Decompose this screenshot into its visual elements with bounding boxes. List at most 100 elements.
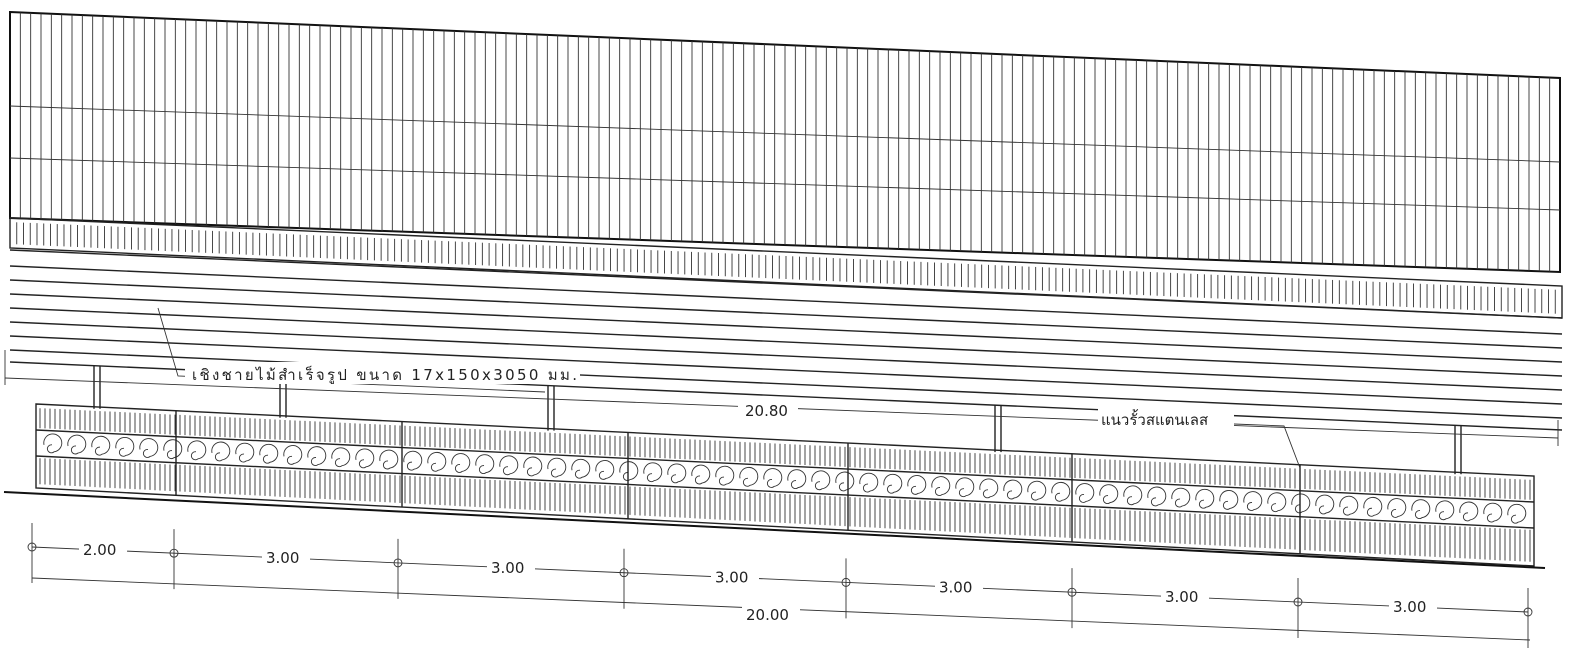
fence-scroll	[259, 443, 279, 464]
fence-scroll	[235, 442, 255, 463]
fence-scroll	[451, 453, 471, 473]
fence-scroll	[547, 457, 567, 478]
fence-scroll	[643, 462, 663, 483]
fence-scroll	[907, 475, 927, 495]
fence-scroll	[163, 439, 183, 460]
fence-scroll	[43, 433, 63, 454]
fascia-board-line	[9, 265, 1563, 335]
fence-scroll	[523, 456, 543, 477]
dimension-segment-label: 3.00	[939, 578, 972, 596]
fence-scroll	[211, 441, 231, 462]
total-length-label: 20.00	[746, 606, 789, 624]
dimension-segment-label: 3.00	[266, 549, 299, 567]
fence-scroll	[187, 440, 207, 461]
total-dimension: 20.00	[31, 577, 1531, 641]
fascia-board-line	[9, 307, 1563, 377]
dimension-label-bg	[79, 539, 127, 560]
fence-scroll	[499, 455, 519, 476]
dimension-segment-label: 3.00	[491, 559, 524, 577]
fence-scroll	[667, 463, 687, 484]
fence-scroll	[811, 470, 831, 491]
fence-scroll	[1099, 484, 1119, 505]
fence-scroll	[331, 447, 351, 468]
dimension-node	[619, 568, 629, 578]
fence-scroll	[595, 460, 615, 480]
dimension-label-bg	[1389, 596, 1437, 617]
dimension-node	[841, 577, 851, 587]
fence-scroll	[955, 477, 975, 498]
fence-scroll	[1027, 480, 1047, 501]
dimension-node	[393, 558, 403, 568]
roof-dimension: 20.80	[4, 350, 1559, 446]
dimension-label-bg	[711, 566, 759, 587]
fence-scroll	[859, 472, 879, 493]
fence-scroll	[427, 451, 447, 472]
fence-scroll	[139, 438, 159, 458]
roof-panel	[9, 10, 1561, 274]
fence-scroll	[763, 468, 783, 488]
fence-scroll-ornaments	[43, 433, 1527, 524]
fence-scroll	[931, 476, 951, 496]
fence-scroll	[1507, 503, 1527, 524]
fence-scroll	[979, 478, 999, 499]
fence-scroll	[355, 448, 375, 469]
fence-leader: แนวรั้วสแตนเลส	[1098, 408, 1301, 469]
fence-scroll	[307, 446, 327, 466]
fascia-boards	[9, 249, 1563, 431]
fence-scroll	[1435, 500, 1455, 521]
dimension-node	[1067, 587, 1077, 597]
fence-scroll	[1171, 487, 1191, 508]
fence-scroll	[1219, 490, 1239, 510]
fence-scroll	[403, 450, 423, 471]
stainless-fence	[35, 403, 1535, 567]
fence-scroll	[1459, 501, 1479, 522]
fence-scroll	[739, 466, 759, 487]
fence-panel-dividers	[175, 410, 1301, 554]
dimension-segment-label: 3.00	[1165, 588, 1198, 606]
fence-scroll	[91, 435, 111, 456]
dimension-segment-label: 3.00	[715, 569, 748, 587]
fence-rail	[35, 455, 1535, 529]
fence-bars	[35, 408, 1535, 562]
fence-scroll	[379, 449, 399, 470]
fence-scroll	[1363, 496, 1383, 517]
dimension-label-bg	[262, 547, 310, 568]
fence-scroll	[1051, 481, 1071, 502]
fascia-leader: เชิงชายไม้สำเร็จรูป ขนาด 17x150x3050 มม.	[157, 307, 580, 393]
fence-scroll	[619, 461, 639, 481]
fence-scroll	[1123, 485, 1143, 506]
fence-scroll	[1195, 488, 1215, 509]
fence-scroll	[67, 434, 87, 455]
dimension-label-bg	[1161, 586, 1209, 607]
fence-scroll	[1075, 483, 1095, 503]
fascia-board-line	[9, 249, 1563, 319]
fence-scroll	[115, 436, 135, 457]
frieze-ticks	[16, 222, 1556, 314]
fence-scroll	[1147, 486, 1167, 507]
dimension-node	[1523, 607, 1533, 617]
fence-scroll	[691, 464, 711, 485]
dimension-label-bg	[487, 556, 535, 577]
fence-scroll	[571, 458, 591, 479]
fence-label: แนวรั้วสแตนเลส	[1101, 409, 1208, 429]
dimension-segment-label: 2.00	[83, 541, 116, 559]
support-posts	[93, 365, 1462, 475]
fence-scroll	[883, 473, 903, 494]
fence-scroll	[1267, 492, 1287, 513]
fence-rail	[35, 429, 1535, 503]
dimension-label-bg	[935, 576, 983, 597]
ground-line	[3, 491, 1546, 569]
fence-scroll	[1243, 491, 1263, 511]
fascia-label: เชิงชายไม้สำเร็จรูป ขนาด 17x150x3050 มม.	[192, 365, 577, 384]
fence-scroll	[1315, 494, 1335, 515]
fence-scroll	[283, 445, 303, 465]
fence-scroll	[715, 465, 735, 486]
fascia-board-line	[9, 335, 1563, 405]
fence-scroll	[1339, 495, 1359, 516]
dimension-node	[169, 548, 179, 558]
fence-scroll	[835, 471, 855, 492]
fascia-board-line	[9, 321, 1563, 391]
fence-scroll	[1483, 502, 1503, 523]
fence-scroll	[1387, 498, 1407, 518]
